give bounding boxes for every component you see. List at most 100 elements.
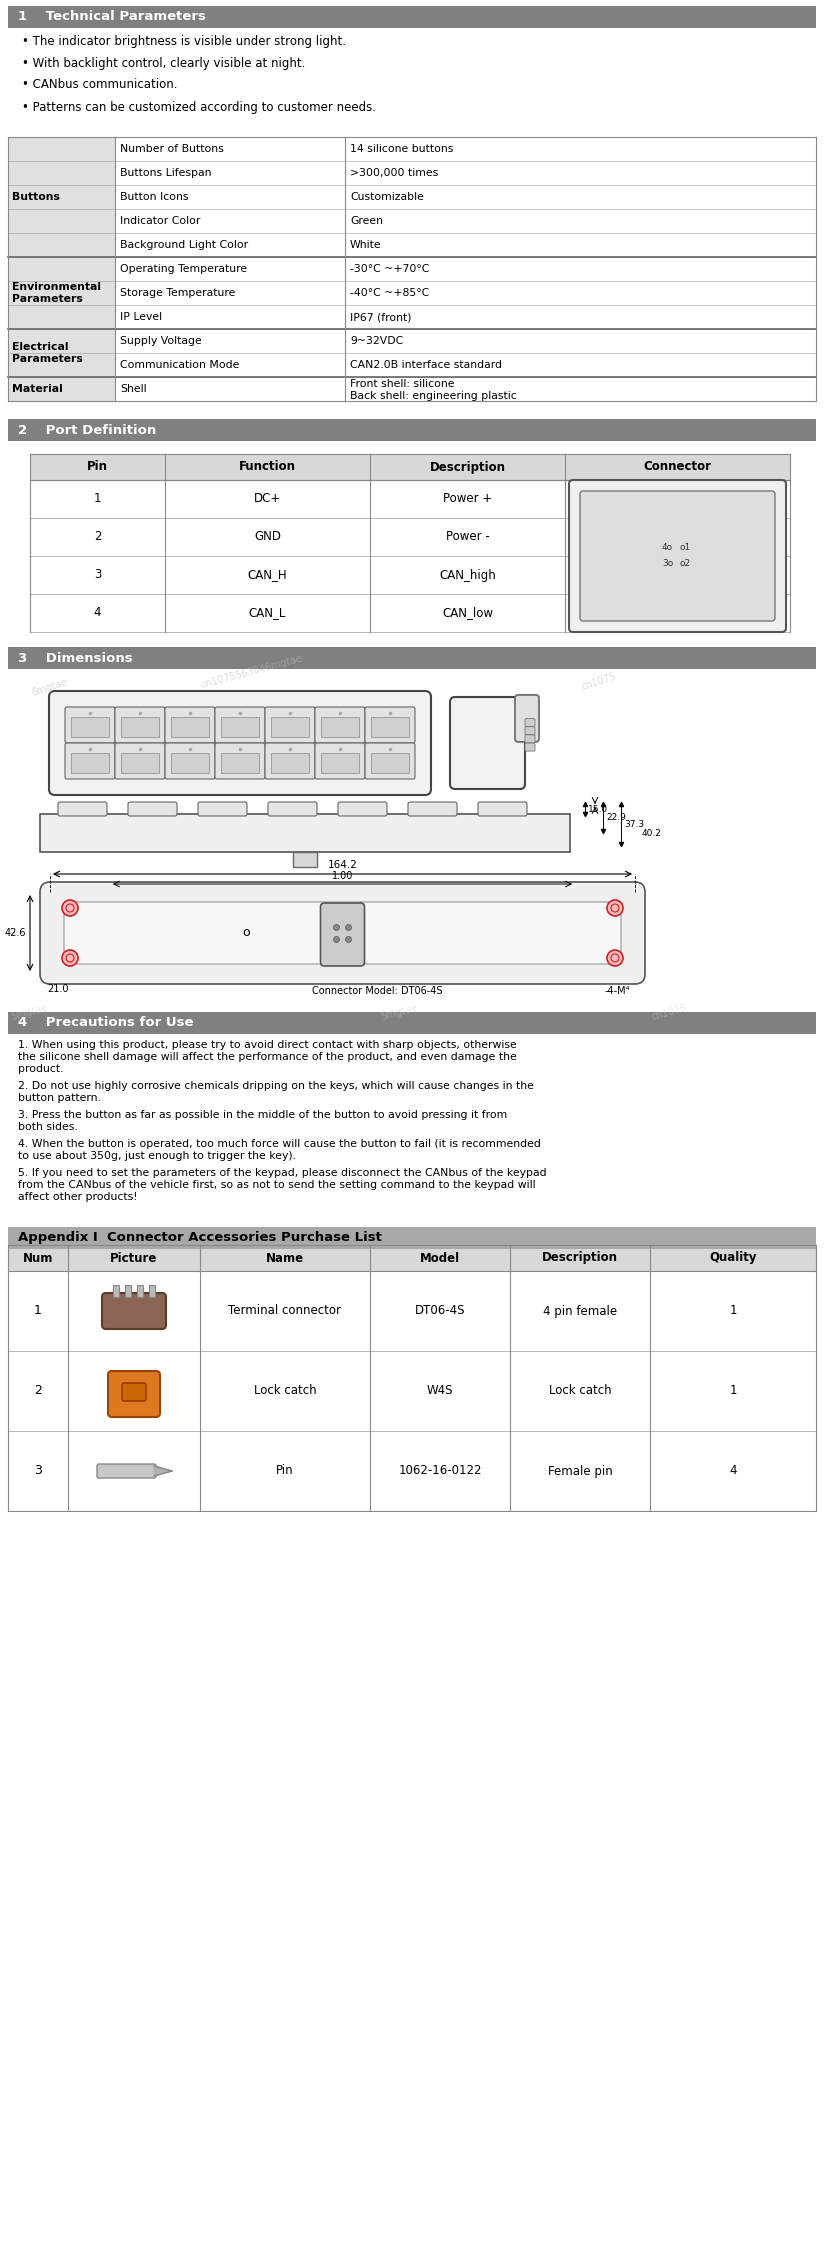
Text: Female pin: Female pin [548,1464,612,1478]
Bar [271,717,309,738]
Text: DT06-4S: DT06-4S [414,1304,466,1318]
Bar [8,420,816,440]
Text: 4o: 4o [662,544,673,553]
FancyBboxPatch shape [569,481,786,632]
Text: >300,000 times: >300,000 times [350,167,438,178]
Bar [345,305,816,329]
Text: Customizable: Customizable [350,192,424,203]
Text: Buttons Lifespan: Buttons Lifespan [120,167,212,178]
Text: Terminal connector: Terminal connector [228,1304,341,1318]
Text: Lock catch: Lock catch [254,1385,316,1396]
Text: 4. When the button is operated, too much force will cause the button to fail (it: 4. When the button is operated, too much… [18,1139,541,1148]
Text: 9~32VDC: 9~32VDC [350,336,403,345]
Text: 14 silicone buttons: 14 silicone buttons [350,144,453,153]
Bar [221,754,259,774]
FancyBboxPatch shape [102,1293,166,1329]
Bar [30,481,565,519]
Bar [125,1286,131,1297]
Circle shape [62,900,78,916]
Text: CAN_high: CAN_high [439,569,496,582]
Bar [8,352,115,377]
FancyBboxPatch shape [58,801,107,817]
Bar [8,1227,816,1250]
Text: 37.3: 37.3 [624,819,644,828]
Text: o: o [242,927,250,938]
Circle shape [345,925,352,929]
FancyBboxPatch shape [165,742,215,778]
Text: cn1075: cn1075 [580,672,618,693]
Text: 1    Technical Parameters: 1 Technical Parameters [18,11,206,23]
Text: Model: Model [420,1252,460,1266]
Text: 21.0: 21.0 [47,984,68,995]
Text: • With backlight control, clearly visible at night.: • With backlight control, clearly visibl… [22,56,306,70]
Text: • Patterns can be customized according to customer needs.: • Patterns can be customized according t… [22,102,376,113]
Bar [115,282,345,305]
Text: 2. Do not use highly corrosive chemicals dripping on the keys, which will cause : 2. Do not use highly corrosive chemicals… [18,1081,534,1092]
Bar [30,453,790,481]
Text: 1. When using this product, please try to avoid direct contact with sharp object: 1. When using this product, please try t… [18,1040,517,1049]
Text: 1: 1 [729,1304,737,1318]
Bar [8,185,115,210]
Bar [371,717,409,738]
FancyBboxPatch shape [215,706,265,742]
Bar [345,329,816,352]
Text: Picture: Picture [110,1252,157,1266]
FancyBboxPatch shape [198,801,247,817]
Text: 5. If you need to set the parameters of the keypad, please disconnect the CANbus: 5. If you need to set the parameters of … [18,1169,546,1178]
Bar [345,352,816,377]
Text: Front shell: silicone: Front shell: silicone [350,379,455,388]
Bar [345,257,816,282]
Text: Green: Green [350,217,383,226]
Text: the silicone shell damage will affect the performance of the product, and even d: the silicone shell damage will affect th… [18,1051,517,1063]
Bar [8,1245,816,1270]
Bar [321,717,359,738]
Text: White: White [350,239,382,250]
Text: affect other products!: affect other products! [18,1191,138,1202]
Bar [345,160,816,185]
Bar [149,1286,155,1297]
FancyBboxPatch shape [365,706,415,742]
Circle shape [607,900,623,916]
FancyBboxPatch shape [338,801,387,817]
Bar [30,593,565,632]
Text: Name: Name [266,1252,304,1266]
Text: 1: 1 [34,1304,42,1318]
Text: 1062-16-0122: 1062-16-0122 [398,1464,482,1478]
Bar [271,754,309,774]
Text: 3: 3 [94,569,101,582]
Text: o2: o2 [680,559,691,569]
Text: 15.0: 15.0 [588,805,608,814]
FancyBboxPatch shape [265,742,315,778]
Text: 40.2: 40.2 [642,828,662,837]
Text: Num: Num [23,1252,54,1266]
Bar [8,282,115,305]
Bar [321,754,359,774]
Bar [345,282,816,305]
Text: product.: product. [18,1065,63,1074]
FancyBboxPatch shape [515,695,539,742]
Text: -30°C ~+70°C: -30°C ~+70°C [350,264,429,273]
Text: Communication Mode: Communication Mode [120,361,240,370]
FancyBboxPatch shape [315,742,365,778]
Polygon shape [154,1466,172,1475]
Text: 1: 1 [94,492,101,505]
Bar [30,519,565,555]
Bar [345,185,816,210]
Text: both sides.: both sides. [18,1121,77,1133]
Text: 3o: 3o [662,559,673,569]
Circle shape [334,936,339,943]
FancyBboxPatch shape [49,690,431,794]
Bar [345,377,816,402]
Bar [8,210,115,232]
FancyBboxPatch shape [525,742,535,751]
Bar [8,160,115,185]
Bar [121,717,159,738]
Text: Number of Buttons: Number of Buttons [120,144,224,153]
Text: Environmental
Parameters: Environmental Parameters [12,282,101,305]
FancyBboxPatch shape [115,742,165,778]
FancyBboxPatch shape [128,801,177,817]
FancyBboxPatch shape [108,1372,160,1417]
Circle shape [334,925,339,929]
Bar [8,1430,816,1512]
Bar [371,754,409,774]
